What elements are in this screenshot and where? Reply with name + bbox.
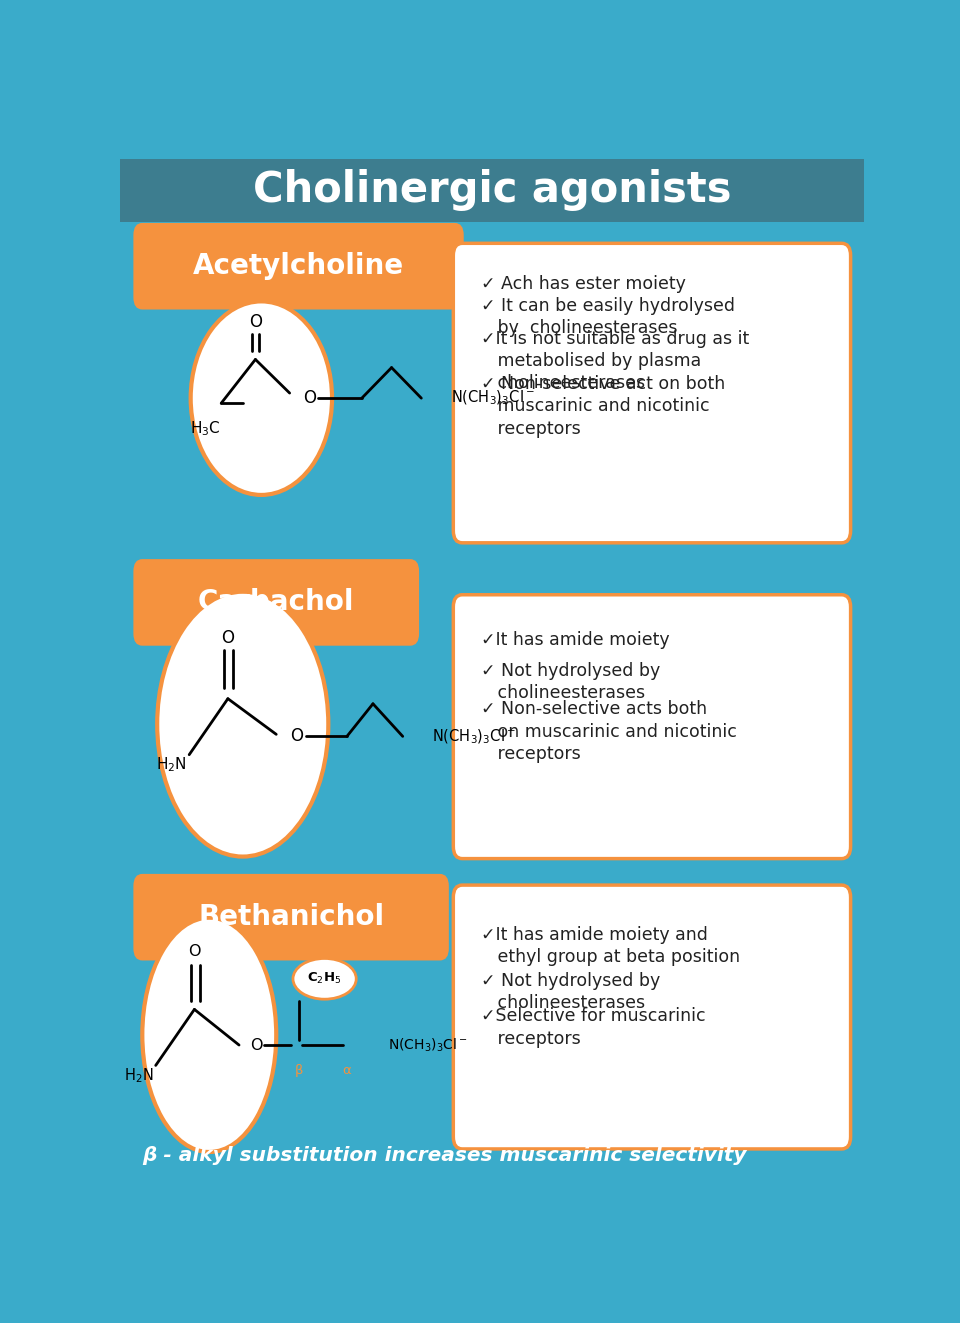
Text: O: O — [249, 312, 262, 331]
Text: ✓ Ach has ester moiety: ✓ Ach has ester moiety — [481, 275, 685, 292]
Text: O: O — [222, 628, 234, 647]
Ellipse shape — [157, 591, 328, 856]
FancyBboxPatch shape — [120, 159, 864, 222]
Text: H$_2$N: H$_2$N — [124, 1066, 154, 1085]
Text: H$_2$N: H$_2$N — [156, 755, 187, 774]
Text: C$_2$H$_5$: C$_2$H$_5$ — [307, 971, 342, 987]
Text: N(CH$_3$)$_3$Cl$^-$: N(CH$_3$)$_3$Cl$^-$ — [432, 728, 516, 746]
Text: β: β — [295, 1064, 302, 1077]
Text: H$_3$C: H$_3$C — [190, 419, 221, 438]
FancyBboxPatch shape — [133, 875, 449, 960]
FancyBboxPatch shape — [453, 243, 851, 542]
FancyBboxPatch shape — [453, 885, 851, 1148]
Text: O: O — [290, 728, 302, 745]
Text: Acetylcholine: Acetylcholine — [193, 251, 404, 279]
Text: Cholinergic agonists: Cholinergic agonists — [252, 169, 732, 212]
Text: ✓ It can be easily hydrolysed
   by  cholineesterases: ✓ It can be easily hydrolysed by choline… — [481, 296, 734, 337]
Text: ✓ Non-selective acts both
   on muscarinic and nicotinic
   receptors: ✓ Non-selective acts both on muscarinic … — [481, 700, 736, 763]
FancyBboxPatch shape — [133, 560, 420, 646]
FancyBboxPatch shape — [453, 595, 851, 859]
Text: N(CH$_3$)$_3$Cl$^-$: N(CH$_3$)$_3$Cl$^-$ — [451, 389, 535, 407]
Text: Bethanichol: Bethanichol — [198, 902, 384, 930]
Text: O: O — [188, 943, 201, 959]
FancyBboxPatch shape — [133, 224, 464, 310]
Text: ✓ Not hydrolysed by
   cholineesterases: ✓ Not hydrolysed by cholineesterases — [481, 662, 660, 703]
Text: β - alkyl substitution increases muscarinic selectivity: β - alkyl substitution increases muscari… — [142, 1146, 747, 1164]
Text: ✓Selective for muscarinic
   receptors: ✓Selective for muscarinic receptors — [481, 1007, 706, 1048]
Text: ✓It has amide moiety and
   ethyl group at beta position: ✓It has amide moiety and ethyl group at … — [481, 926, 740, 966]
Text: α: α — [343, 1064, 351, 1077]
Text: ✓It has amide moiety: ✓It has amide moiety — [481, 631, 669, 650]
Ellipse shape — [142, 918, 276, 1152]
Text: Carbachol: Carbachol — [198, 587, 354, 617]
Text: N(CH$_3$)$_3$Cl$^-$: N(CH$_3$)$_3$Cl$^-$ — [388, 1036, 468, 1053]
Ellipse shape — [293, 958, 356, 999]
Text: ✓ Non-selective act on both
   muscarinic and nicotinic
   receptors: ✓ Non-selective act on both muscarinic a… — [481, 376, 725, 438]
Circle shape — [191, 302, 332, 495]
Text: ✓It is not suitable as drug as it
   metabolised by plasma
   cholineesterases: ✓It is not suitable as drug as it metabo… — [481, 329, 749, 392]
Text: O: O — [250, 1037, 262, 1053]
Text: O: O — [303, 389, 316, 407]
Text: ✓ Not hydrolysed by
   cholineesterases: ✓ Not hydrolysed by cholineesterases — [481, 971, 660, 1012]
